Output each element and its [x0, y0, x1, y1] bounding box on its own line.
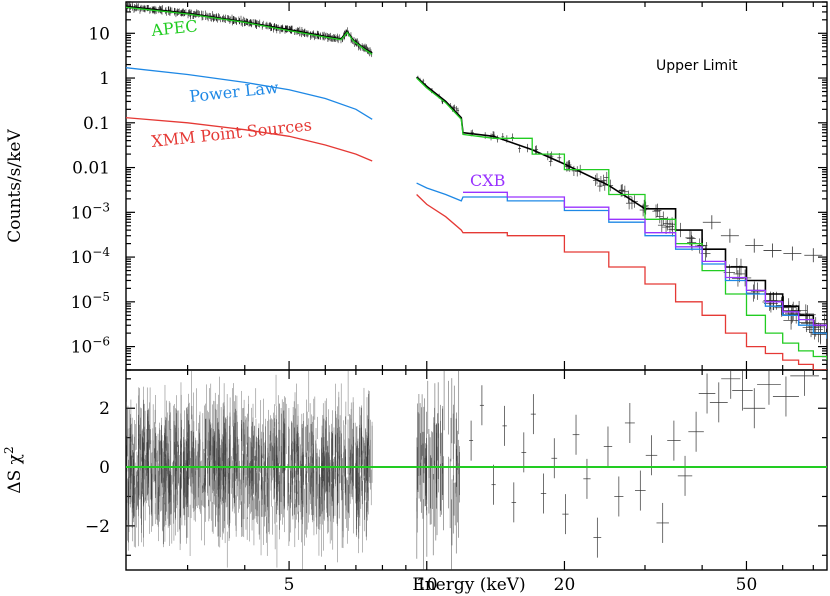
y-tick-label: 10−4: [71, 245, 111, 268]
y-tick-label-base: 1: [99, 69, 110, 89]
y-tick-label: 10: [88, 24, 110, 44]
y-tick-label: 1: [99, 69, 110, 89]
spectrum-series: [126, 5, 827, 370]
series-apec: [126, 6, 373, 55]
y-tick-label-base: 0.1: [83, 114, 110, 134]
y-tick-label: 10−3: [71, 200, 110, 223]
upper-limit-label: Upper Limit: [656, 58, 738, 74]
residual-y-tick-label: 2: [99, 399, 110, 419]
y-tick-label-exp: −5: [92, 290, 110, 304]
y-tick-label-exp: −6: [92, 335, 110, 349]
y-tick-label-exp: −4: [92, 245, 110, 259]
y-tick-label: 10−6: [71, 335, 110, 358]
residual-data-points: [126, 370, 819, 570]
y-tick-label-base: 10: [71, 293, 93, 313]
y-tick-label-base: 10: [71, 203, 93, 223]
y-tick-label: 0.01: [72, 159, 110, 179]
y-axis-title: Counts/s/keV: [5, 129, 25, 243]
series-power-law: [126, 67, 373, 120]
apec-label: APEC: [149, 16, 198, 40]
x-axis-title: Energy (keV): [412, 575, 525, 595]
residual-y-axis-sup: 2: [2, 446, 16, 454]
residual-panel-frame: [125, 369, 828, 571]
cxb-label: CXB: [470, 171, 505, 190]
series-cxb: [463, 191, 827, 329]
series-xmm-point-sources: [126, 117, 373, 162]
y-tick-label: 0.1: [83, 114, 110, 134]
series-total-model-data: [416, 76, 827, 334]
residual-y-tick-label: 0: [99, 458, 110, 478]
residual-y-tick-label: −2: [85, 517, 110, 537]
y-tick-label-base: 10: [71, 338, 93, 358]
x-tick-label: 20: [554, 575, 576, 595]
series-apec: [416, 77, 827, 361]
xmm-point-sources-label: XMM Point Sources: [150, 115, 312, 151]
y-tick-label-base: 0.01: [72, 159, 110, 179]
power-law-label: Power Law: [188, 78, 279, 106]
y-tick-label-base: 10: [71, 248, 93, 268]
residual-y-axis-main: ΔS χ: [5, 454, 25, 494]
series-xmm-point-sources: [416, 194, 827, 370]
y-tick-label-exp: −3: [92, 200, 110, 214]
y-tick-label-base: 10: [88, 24, 110, 44]
x-tick-label: 50: [736, 575, 758, 595]
y-tick-label: 10−5: [71, 290, 110, 313]
residual-y-axis-title: ΔS χ2: [2, 446, 25, 493]
x-tick-label: 5: [284, 575, 295, 595]
x-tick-label: 10: [416, 575, 438, 595]
